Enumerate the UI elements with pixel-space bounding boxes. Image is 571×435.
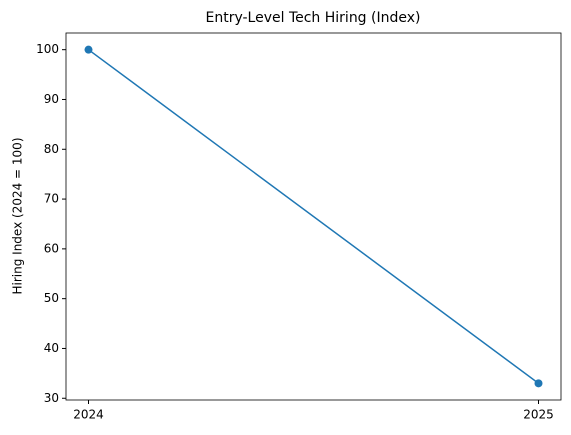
line: [88, 49, 539, 384]
y-tick-label: 100: [36, 42, 59, 56]
plot-frame: [65, 32, 562, 401]
y-tick-label: 60: [44, 241, 59, 255]
y-tick-label: 50: [44, 291, 59, 305]
y-axis-label: Hiring Index (2024 = 100): [11, 137, 25, 294]
y-tick-label: 80: [44, 142, 59, 156]
point: [534, 379, 543, 388]
point: [84, 45, 93, 54]
x-tick-label: 2024: [73, 408, 104, 422]
y-tick-label: 90: [44, 92, 59, 106]
x-tick-label: 2025: [523, 408, 554, 422]
y-tick-label: 30: [44, 391, 59, 405]
chart-title: Entry-Level Tech Hiring (Index): [205, 10, 420, 26]
y-tick-label: 40: [44, 341, 59, 355]
y-tick-label: 70: [44, 192, 59, 206]
